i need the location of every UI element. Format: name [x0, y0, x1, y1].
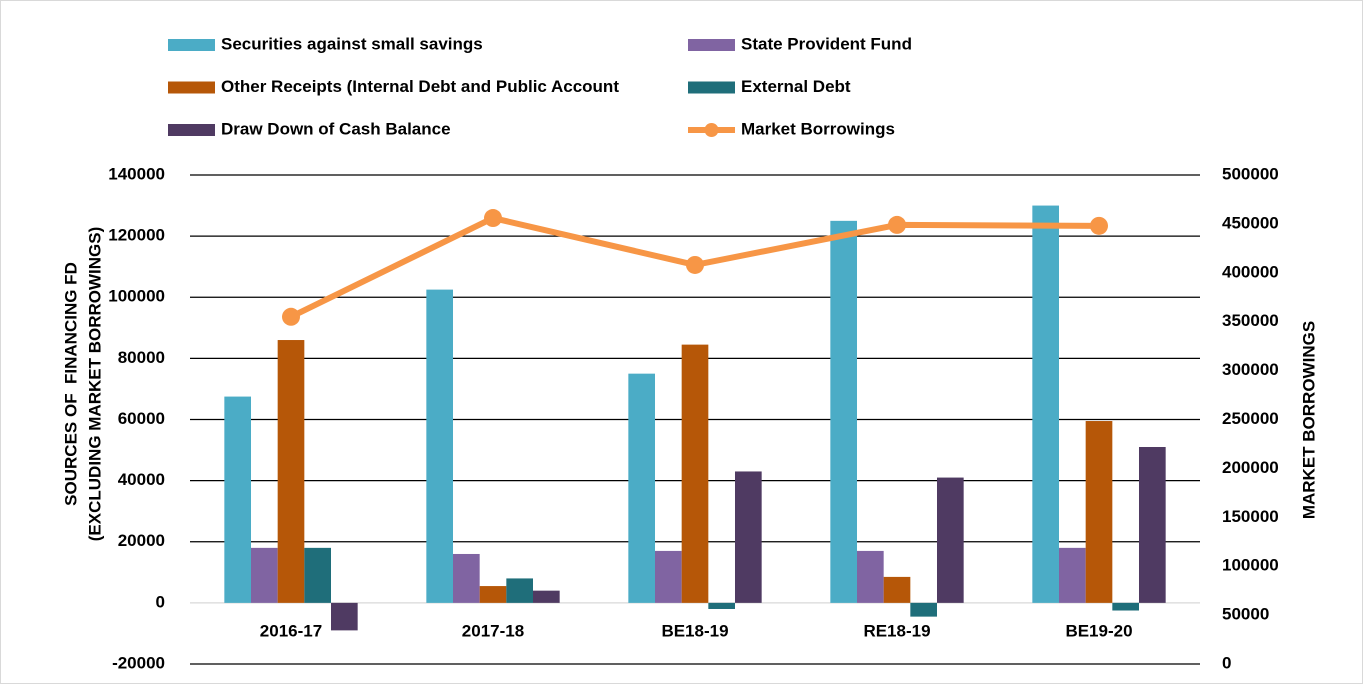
legend-label: Market Borrowings: [741, 119, 895, 138]
bar: [1032, 205, 1060, 603]
bar: [251, 547, 278, 603]
bar: [936, 477, 964, 603]
x-tick-label: BE19-20: [1065, 621, 1132, 640]
line-marker: [1090, 216, 1108, 235]
y-tick-label: 0: [156, 592, 165, 611]
y2-tick-label: 0: [1222, 653, 1231, 672]
bar: [1112, 602, 1139, 611]
legend-label: Securities against small savings: [221, 34, 483, 53]
y-tick-label: 140000: [108, 164, 165, 183]
y-tick-label: 100000: [108, 287, 165, 306]
y-axis-title: (EXCLUDING MARKET BORROWINGS): [85, 227, 104, 541]
x-tick-label: RE18-19: [863, 621, 930, 640]
legend-label: External Debt: [741, 77, 851, 96]
bar: [910, 602, 937, 617]
y2-tick-label: 450000: [1222, 213, 1279, 232]
line-marker: [484, 209, 502, 228]
y-tick-label: 80000: [118, 348, 165, 367]
y2-axis-title: MARKET BORROWINGS: [1299, 321, 1318, 519]
bar: [330, 602, 358, 631]
y-tick-label: 40000: [118, 470, 165, 489]
bar: [453, 553, 480, 603]
legend-swatch: [168, 39, 215, 51]
x-tick-label: BE18-19: [661, 621, 728, 640]
bar: [426, 289, 454, 603]
line-marker: [888, 215, 906, 234]
y-tick-label: -20000: [112, 653, 165, 672]
legend-label: Other Receipts (Internal Debt and Public…: [221, 77, 619, 96]
bar: [857, 550, 884, 603]
bar: [1059, 547, 1086, 603]
bar: [479, 586, 507, 603]
y2-tick-label: 100000: [1222, 556, 1279, 575]
y-tick-label: 60000: [118, 409, 165, 428]
bar: [681, 344, 709, 603]
y2-tick-label: 350000: [1222, 311, 1279, 330]
bar: [628, 373, 656, 603]
legend-swatch: [704, 123, 719, 137]
legend-label: State Provident Fund: [741, 34, 912, 53]
legend-swatch: [688, 39, 735, 51]
legend-swatch: [168, 81, 215, 94]
y2-tick-label: 200000: [1222, 458, 1279, 477]
y2-tick-label: 300000: [1222, 360, 1279, 379]
bar: [734, 471, 762, 603]
y-tick-label: 20000: [118, 531, 165, 550]
bar: [1085, 421, 1113, 603]
bar: [277, 340, 305, 603]
y2-tick-label: 500000: [1222, 164, 1279, 183]
y-axis-title: SOURCES OF FINANCING FD: [61, 262, 80, 506]
y2-tick-label: 50000: [1222, 605, 1269, 624]
x-tick-label: 2016-17: [260, 621, 322, 640]
bar: [883, 576, 911, 603]
bar: [655, 550, 682, 603]
y2-tick-label: 400000: [1222, 262, 1279, 281]
bar: [708, 602, 735, 609]
bar: [224, 396, 252, 603]
legend-swatch: [168, 124, 215, 136]
bar: [532, 590, 560, 603]
bar: [304, 547, 331, 603]
y-tick-label: 120000: [108, 226, 165, 245]
y2-tick-label: 250000: [1222, 409, 1279, 428]
bar: [830, 220, 858, 603]
x-tick-label: 2017-18: [462, 621, 524, 640]
line-marker: [282, 307, 300, 326]
legend-label: Draw Down of Cash Balance: [221, 119, 451, 138]
bar: [1138, 447, 1166, 603]
legend-swatch: [688, 81, 735, 94]
line-marker: [686, 255, 704, 274]
bar: [506, 578, 533, 603]
y2-tick-label: 150000: [1222, 507, 1279, 526]
